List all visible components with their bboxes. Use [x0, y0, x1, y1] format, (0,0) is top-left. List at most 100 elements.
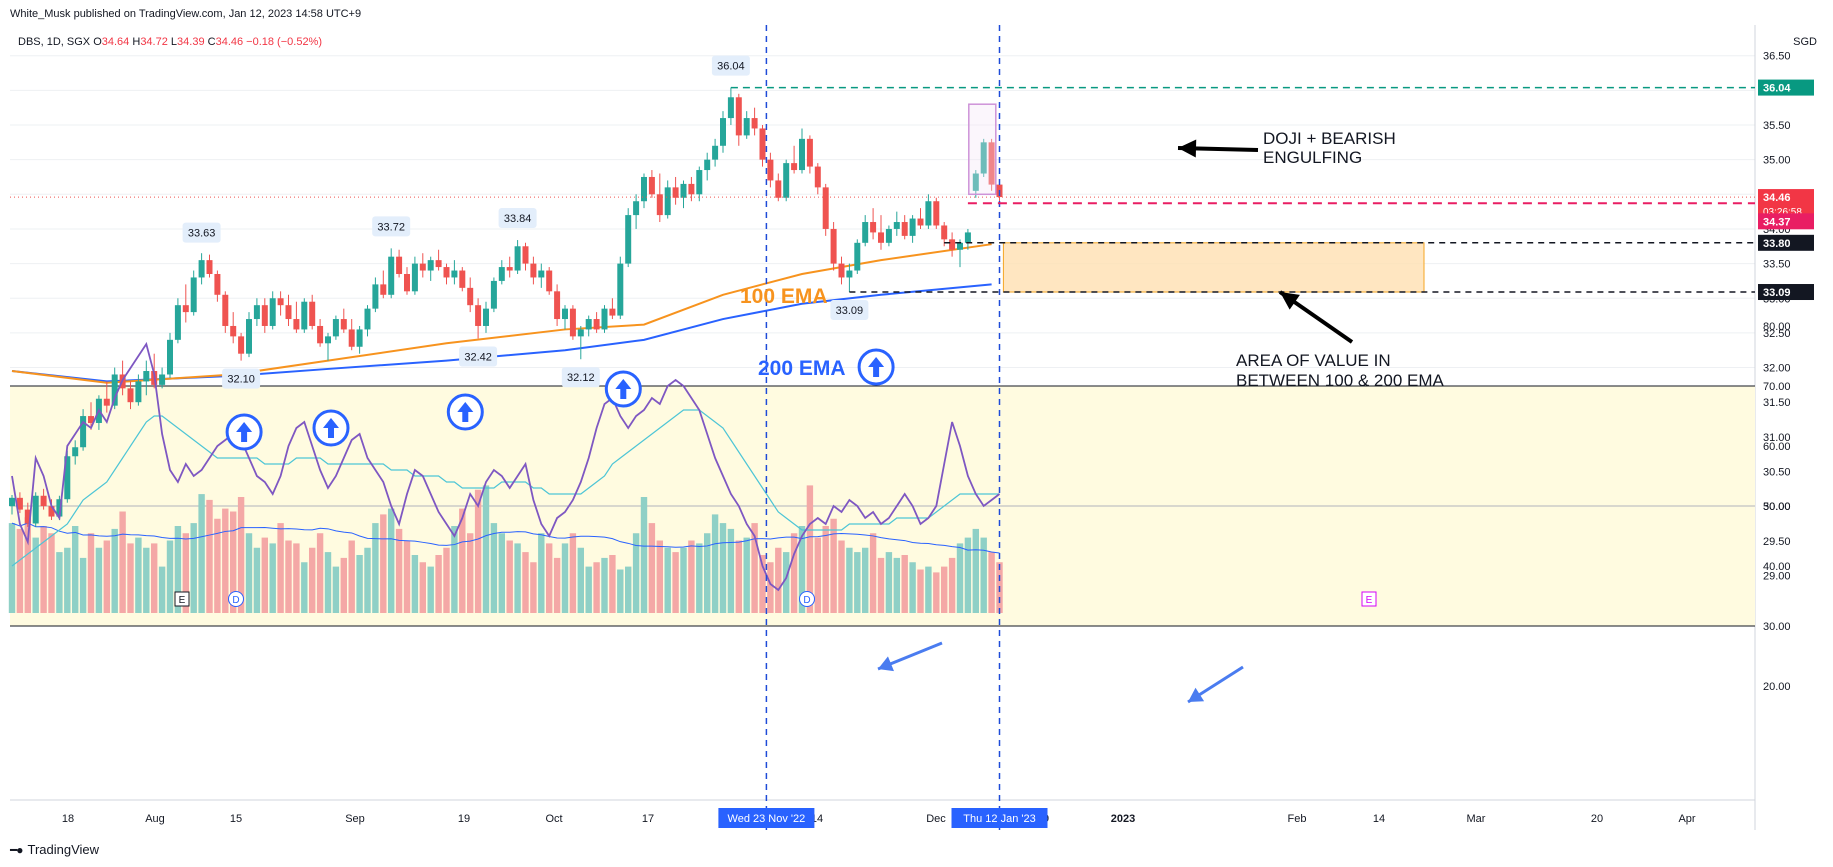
price-tick-label: 31.00: [1763, 432, 1791, 444]
candle-body: [214, 273, 221, 295]
volume-bar: [783, 552, 790, 613]
candle-body: [372, 284, 379, 309]
volume-bar: [972, 528, 979, 613]
candle-body: [672, 187, 679, 198]
earnings-future-marker-icon: [1361, 591, 1377, 607]
volume-bar: [941, 566, 948, 613]
time-tick-label: 20: [1591, 813, 1603, 825]
candle-body: [901, 222, 908, 236]
volume-bar: [332, 566, 340, 613]
volume-bar: [546, 543, 553, 613]
candle-body: [767, 159, 774, 181]
volume-bar: [498, 533, 505, 613]
candle-body: [64, 456, 71, 500]
volume-bar: [948, 557, 956, 613]
time-axis: 18Aug15Sep19Oct17Nov14Dec192023Feb14Mar2…: [62, 808, 1696, 828]
volume-bar: [467, 533, 474, 613]
candle-body: [483, 308, 489, 326]
candle-body: [759, 128, 766, 160]
volume-bar: [427, 566, 434, 613]
candle-body: [530, 263, 537, 278]
volume-bar: [95, 547, 103, 613]
volume-bar: [119, 511, 126, 613]
candles: [9, 87, 1003, 527]
price-callout-bg: [372, 216, 411, 237]
volume-bars: [8, 485, 1003, 613]
price-tick-label: 33.50: [1763, 259, 1791, 271]
candle-body: [48, 506, 55, 517]
price-tick-label: 36.50: [1763, 51, 1791, 63]
candle-body: [735, 97, 742, 136]
candle-body: [577, 329, 584, 337]
volume-bar: [909, 562, 916, 613]
volume-bar: [609, 555, 616, 613]
volume-bar: [459, 508, 466, 613]
candle-body: [562, 308, 568, 320]
candle-body: [246, 319, 252, 354]
volume-bar: [569, 533, 577, 613]
candle-body: [285, 305, 292, 320]
volume-bar: [767, 562, 774, 613]
volume-bar: [103, 540, 110, 613]
time-tick-label: 2023: [1111, 813, 1135, 825]
volume-bar: [190, 523, 197, 613]
volume-bar: [166, 540, 174, 613]
candle-body: [198, 260, 205, 278]
close-value: 34.46: [215, 36, 244, 48]
price-callout-peak_36_04: 36.04: [717, 61, 745, 73]
price-callout-bg: [459, 346, 498, 367]
price-callout-peak_33_84: 33.84: [504, 213, 532, 225]
candle-body: [475, 305, 482, 326]
up-arrow-glyph: [868, 357, 885, 377]
volume-bar: [253, 547, 261, 613]
price-callout-bg: [222, 368, 261, 389]
candle-body: [309, 301, 316, 326]
candle-body: [870, 222, 877, 233]
candle-body: [269, 298, 276, 326]
volume-bar: [245, 533, 253, 613]
candle-body: [435, 260, 442, 268]
candle-body: [404, 273, 410, 292]
volume-bar: [680, 547, 687, 613]
volume-bar: [309, 547, 316, 613]
volume-bar: [198, 494, 205, 613]
volume-bar: [182, 533, 189, 613]
badge-zone-bottom-bg: [1758, 284, 1814, 301]
price-tick-label: 32.00: [1763, 363, 1791, 375]
candle-body: [712, 145, 719, 160]
candle-body: [348, 329, 355, 347]
time-tick-label: Aug: [145, 813, 165, 825]
badge-resistance: 36.04: [1763, 83, 1791, 95]
price-tick-label: 29.00: [1763, 570, 1791, 582]
volume-bar: [704, 533, 711, 613]
price-callout-bg: [498, 208, 537, 229]
rsi-tick-label: 60.00: [1763, 441, 1791, 453]
candle-body: [238, 336, 245, 354]
ema-100-label: 100 EMA: [740, 285, 828, 308]
candle-body: [799, 138, 805, 171]
candle-body: [230, 325, 237, 337]
volume-bar: [862, 547, 869, 613]
volume-bar: [87, 533, 95, 613]
candle-body: [167, 339, 173, 375]
volume-bar: [593, 562, 600, 613]
candle-body: [554, 291, 561, 320]
candle-body: [411, 263, 418, 292]
rsi-tick-label: 70.00: [1763, 381, 1791, 393]
volume-bar: [798, 526, 806, 613]
candle-body: [593, 319, 600, 330]
candle-body: [277, 298, 284, 306]
candle-body: [585, 319, 592, 330]
candle-body: [380, 284, 387, 295]
volume-bar: [727, 528, 735, 613]
volume-bar: [403, 540, 411, 613]
volume-bar: [877, 557, 885, 613]
candle-body: [878, 232, 884, 243]
volume-bar: [711, 514, 719, 613]
volume-bar: [854, 552, 861, 613]
volume-bar: [151, 543, 158, 613]
candle-body: [222, 294, 229, 326]
volume-bar: [127, 543, 134, 613]
candle-body: [957, 242, 963, 250]
